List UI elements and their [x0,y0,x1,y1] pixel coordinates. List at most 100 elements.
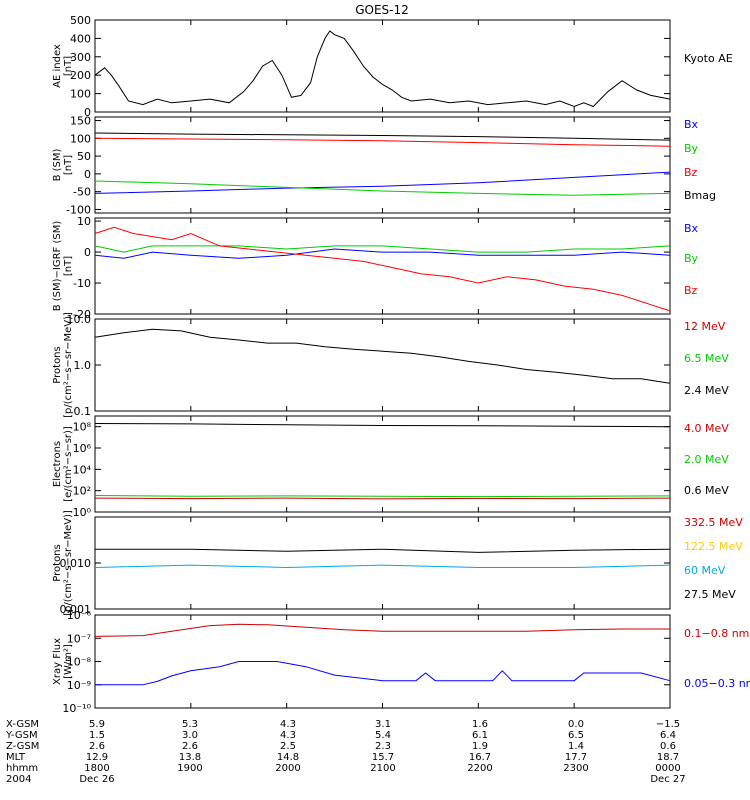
y-axis-label-line: [W/m²] [63,644,74,679]
panel-frame [94,116,671,214]
series-line-bz [94,137,671,147]
x-table-cell: 5.3 [182,719,198,730]
y-axis-label: B (SM)−IGRF (SM)[nT] [52,221,74,312]
y-axis-label-line: Xray Flux [52,638,63,685]
panel-1: 0 100 200 300 400 500 AE index[nT] Kyoto AE [52,14,733,119]
y-tick-label: 10⁻⁶ [67,609,92,622]
y-axis-label-line: [nT] [63,155,74,175]
x-table-row-label: 2004 [6,774,31,785]
x-table-cell: 6.1 [472,730,488,741]
y-axis-label-line: B (SM) [52,148,63,181]
series-line-kyoto-ae [94,30,671,108]
y-axis-label-line: Protons [52,544,63,581]
x-table-row-label: MLT [6,752,26,763]
legend-entry: 27.5 MeV [684,588,736,601]
y-tick-label: -20 [73,308,91,321]
x-table-cell: 2.3 [375,741,391,752]
y-axis-label: B (SM)[nT] [52,148,74,181]
series-line-27-5-mev [95,548,671,553]
panel-2: -100 -50 0 50 100 150 B (SM)[nT] Bx By Bz Bmag [52,115,716,217]
y-axis-label: Xray Flux[W/m²] [52,638,74,685]
y-tick-label: 0 [84,246,91,259]
panel-frame [94,415,671,513]
panel-frame [94,614,671,709]
x-table-cell: 0000 [655,763,680,774]
series-line-2-4-mev [94,328,671,384]
y-tick-label: 200 [70,69,91,82]
x-table-cell: 1.4 [568,741,584,752]
y-axis-label: Protons[p/(cm²−s−sr−MeV)] [52,510,74,616]
legend-entry: 332.5 MeV [684,516,743,529]
x-table-row-label: hhmm [6,763,38,774]
x-table-cell: 5.4 [375,730,391,741]
legend-entry: Bz [684,166,698,179]
legend-entry: Bmag [684,189,716,202]
legend-entry: 6.5 MeV [684,352,729,365]
y-axis-label-line: [p/(cm²−s−sr−MeV)] [63,312,74,418]
x-table-cell: 2100 [370,763,395,774]
panel-frame [94,19,671,113]
series-line-by [94,180,671,196]
y-tick-label: 0.010 [60,557,92,570]
figure-title: GOES-12 [355,3,409,17]
y-tick-label: 300 [70,51,91,64]
x-table-cell: 1.9 [472,741,488,752]
y-tick-label: 100 [70,132,91,145]
legend-entry: 60 MeV [684,564,726,577]
x-table-cell: 2.6 [89,741,105,752]
x-table-cell: 17.7 [565,752,587,763]
y-tick-label: 10⁻¹⁰ [62,702,91,715]
y-tick-label: 10⁻⁷ [67,632,91,645]
x-table-cell: 2300 [563,763,588,774]
x-table-cell: 1.6 [472,719,488,730]
y-tick-label: 10⁻⁹ [67,679,91,692]
x-table-cell: 5.9 [89,719,105,730]
y-axis-label-line: [e/(cm²−s−sr)] [63,426,74,502]
y-tick-label: 500 [70,14,91,27]
y-tick-label: 10.0 [67,313,92,326]
legend-entry: 2.0 MeV [684,453,729,466]
legend-entry: Bx [684,118,699,131]
y-tick-label: 0 [84,168,91,181]
y-axis-label: AE index[nT] [52,44,74,88]
x-table-cell: 1900 [177,763,202,774]
y-tick-label: -100 [66,203,91,216]
y-axis-label-line: [nT] [63,256,74,276]
legend-entry: Kyoto AE [684,52,733,65]
x-table-cell: 3.0 [182,730,198,741]
legend-entry: Bx [684,222,699,235]
y-tick-label: -50 [73,186,91,199]
series-line-by [94,245,671,253]
y-axis-label-line: AE index [52,44,63,88]
series-line-bx [94,171,671,194]
y-tick-label: 10⁸ [73,421,92,434]
x-table-cell: 6.5 [568,730,584,741]
x-table-cell: 16.7 [469,752,491,763]
y-tick-label: 10⁰ [73,506,92,519]
y-tick-label: 10⁴ [73,463,92,476]
series-line-bmag [94,132,671,141]
x-table-cell: 18.7 [657,752,679,763]
y-tick-label: 10² [73,485,91,498]
series-line-0-6-mev [94,423,671,428]
x-table-row-label: X-GSM [6,719,39,730]
legend-entry: Bz [684,284,698,297]
x-table-cell: Dec 26 [79,774,114,785]
y-tick-label: -10 [73,277,91,290]
y-tick-label: 50 [77,150,91,163]
y-axis-label-line: Electrons [52,441,63,487]
series-line-bz [94,226,671,312]
y-axis-label: Electrons[e/(cm²−s−sr)] [52,426,74,502]
legend-entry: 2.4 MeV [684,384,729,397]
y-axis-label: Protons[p/(cm²−s−sr−MeV)] [52,312,74,418]
series-line-0-05-0-3-nm [95,661,671,686]
series-line-0-1-0-8-nm [94,623,670,637]
panel-frame [94,217,671,315]
x-table-cell: Dec 27 [650,774,685,785]
x-table-cell: −1.5 [656,719,680,730]
series-line-2-0-mev [94,495,671,498]
x-table-cell: 12.9 [86,752,108,763]
